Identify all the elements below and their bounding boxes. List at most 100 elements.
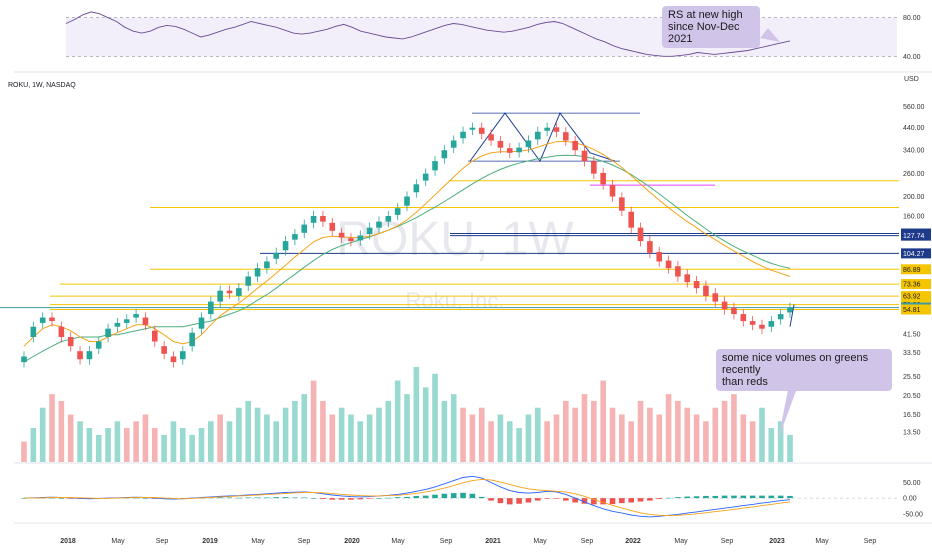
macd-histogram-bar (394, 497, 401, 499)
volume-bar (749, 421, 756, 462)
macd-histogram-bar (301, 497, 308, 499)
candle-body (665, 260, 672, 269)
rs-callout-tail (760, 28, 780, 42)
candle-body (208, 301, 214, 315)
volume-bar (450, 394, 457, 462)
time-tick-label: May (533, 538, 547, 545)
time-tick-label: 2020 (344, 538, 360, 545)
volume-bar (208, 421, 214, 462)
currency-label: USD (904, 76, 919, 83)
volume-bar (217, 414, 223, 462)
macd-histogram-bar (264, 497, 270, 499)
macd-histogram-bar (563, 498, 569, 501)
macd-histogram-bar (628, 498, 634, 503)
macd-histogram-bar (768, 495, 775, 499)
candle-body (777, 314, 784, 320)
volume-bar (366, 414, 373, 462)
rs-annotation-line1: RS at new high (668, 9, 743, 21)
volume-bar (385, 400, 392, 462)
macd-histogram-bar (506, 498, 513, 505)
candle-body (450, 140, 457, 148)
time-tick-label: Sep (156, 538, 169, 545)
candle-body (30, 326, 37, 337)
macd-histogram-bar (450, 493, 457, 499)
macd-histogram-bar (721, 495, 728, 499)
time-tick-label: 2021 (485, 538, 501, 545)
macd-signal-line (24, 478, 791, 517)
candle-body (376, 221, 382, 228)
macd-histogram-bar (254, 497, 261, 499)
candle-body (656, 251, 663, 262)
macd-line (23, 475, 791, 518)
macd-histogram-bar (712, 495, 719, 499)
candle-body (563, 132, 569, 141)
candle-body (787, 307, 793, 313)
volume-bar (488, 421, 494, 462)
price-tag-bg (901, 304, 931, 315)
price-tag-bg (901, 291, 931, 302)
volume-callout-tail (778, 380, 800, 440)
volume-bar (329, 414, 336, 462)
volume-bar (591, 400, 597, 462)
time-tick-label: 2018 (60, 538, 76, 545)
volume-bar (413, 367, 420, 462)
volume-annotation-line2: than reds (722, 376, 768, 388)
volume-bar (637, 400, 644, 462)
volume-bar (506, 421, 513, 462)
candle-body (385, 216, 392, 222)
volume-bar (357, 421, 364, 462)
macd-histogram-bar (273, 497, 280, 499)
candle-body (600, 172, 606, 185)
volume-bar (619, 414, 625, 462)
macd-histogram-bar (478, 496, 485, 499)
volume-bar (460, 407, 466, 462)
candle-body (320, 216, 326, 222)
macd-histogram-bar (245, 497, 251, 499)
candle-body (460, 131, 466, 139)
candle-body (39, 317, 46, 323)
macd-histogram-bar (759, 495, 765, 499)
macd-histogram-bar (432, 494, 438, 499)
rs-tick-label: 80.00 (903, 15, 921, 22)
volume-bar (600, 380, 606, 462)
time-tick-label: May (815, 538, 829, 545)
candle-body (759, 324, 765, 329)
time-tick-label: 2022 (625, 538, 641, 545)
volume-bar (133, 421, 139, 462)
candle-body (338, 232, 345, 238)
macd-histogram-bar (731, 495, 737, 499)
macd-histogram-bar (348, 498, 354, 500)
macd-histogram-bar (740, 495, 747, 499)
volume-bar (282, 407, 289, 462)
price-tick-label: 440.00 (903, 125, 925, 132)
candle-body (95, 341, 102, 349)
candle-body (123, 319, 130, 323)
macd-histogram-bar (665, 497, 672, 499)
candle-body (684, 274, 691, 283)
volume-bar (254, 407, 261, 462)
volume-bar (105, 428, 111, 462)
rs-tick-label: 40.00 (903, 54, 921, 61)
macd-histogram-bar (338, 498, 345, 500)
volume-bar (525, 414, 532, 462)
candle-body (525, 140, 532, 148)
macd-histogram-bar (236, 497, 242, 499)
volume-bar (553, 414, 560, 462)
volume-bar (768, 428, 775, 462)
candle-body (58, 326, 65, 337)
macd-histogram-bar (693, 496, 700, 499)
macd-histogram-bar (637, 498, 644, 502)
candle-body (310, 216, 317, 223)
macd-histogram-bar (376, 498, 382, 499)
volume-bar (376, 407, 382, 462)
candle-body (731, 307, 737, 315)
volume-bar (534, 407, 541, 462)
time-tick-label: Sep (864, 538, 877, 545)
macd-histogram-bar (703, 495, 709, 499)
candle-body (768, 321, 775, 327)
macd-histogram-bar (619, 498, 625, 504)
macd-histogram-bar (226, 497, 233, 499)
volume-bar (95, 434, 102, 462)
volume-bar (198, 428, 205, 462)
